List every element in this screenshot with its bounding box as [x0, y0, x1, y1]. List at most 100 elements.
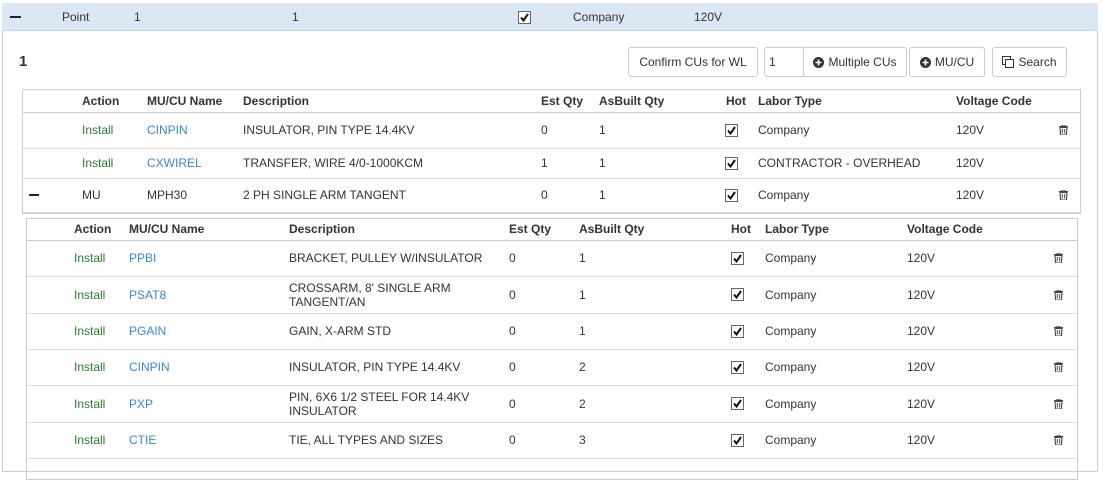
cu-link[interactable]: CINPIN [147, 123, 188, 137]
point-col2: 1 [292, 9, 299, 24]
hot-checkbox[interactable] [725, 148, 738, 178]
delete-button[interactable] [1054, 422, 1063, 458]
point-type: Point [62, 9, 90, 24]
column-header: Description [243, 93, 310, 108]
description: GAIN, X-ARM STD [289, 324, 392, 338]
voltage-code: 120V [907, 433, 936, 447]
est-qty: 0 [509, 324, 516, 338]
cu-link[interactable]: CTIE [129, 433, 157, 447]
column-header: Est Qty [509, 222, 552, 236]
asbuilt-qty: 2 [579, 360, 586, 374]
labor-type: Company [758, 188, 810, 202]
action: Install [74, 433, 106, 447]
row-divider [23, 212, 1080, 213]
description: BRACKET, PULLEY W/INSULATOR [289, 251, 483, 265]
trash-icon [1054, 435, 1063, 445]
est-qty: 0 [509, 433, 516, 447]
multiple-cus-button[interactable]: Multiple CUs [803, 47, 907, 77]
trash-icon [1054, 326, 1063, 336]
delete-button[interactable] [1059, 112, 1068, 148]
delete-button[interactable] [1054, 313, 1063, 349]
quantity-input[interactable]: 1 [764, 47, 804, 77]
hot-checkbox[interactable] [731, 422, 744, 458]
hot-checkbox[interactable] [725, 112, 738, 148]
row-divider [27, 349, 1077, 350]
delete-button[interactable] [1059, 178, 1068, 212]
est-qty: 1 [541, 156, 548, 170]
labor-type: Company [765, 287, 817, 302]
column-header: Voltage Code [907, 222, 983, 236]
asbuilt-qty: 3 [579, 433, 586, 447]
asbuilt-qty: 1 [599, 188, 606, 202]
trash-icon [1054, 253, 1063, 263]
asbuilt-qty: 1 [579, 251, 586, 265]
hot-checkbox[interactable] [731, 349, 744, 385]
check-icon [725, 188, 738, 202]
trash-icon [1059, 190, 1068, 200]
voltage-code: 120V [956, 156, 985, 170]
row-divider [27, 313, 1077, 314]
delete-button[interactable] [1054, 276, 1063, 313]
cu-link[interactable]: CINPIN [129, 360, 170, 374]
delete-button[interactable] [1054, 385, 1063, 422]
action: Install [74, 287, 106, 302]
cu-link[interactable]: PSAT8 [129, 287, 167, 302]
est-qty: 0 [509, 396, 516, 411]
cu-link[interactable]: PXP [129, 396, 154, 411]
hot-checkbox[interactable] [731, 240, 744, 276]
column-header: MU/CU Name [129, 222, 205, 236]
check-icon [731, 251, 744, 265]
hot-checkbox[interactable] [731, 276, 744, 313]
cu-link[interactable]: CXWIREL [147, 156, 202, 170]
collapse-toggle[interactable] [10, 16, 21, 18]
hot-checkbox[interactable] [731, 385, 744, 422]
description: INSULATOR, PIN TYPE 14.4KV [243, 123, 415, 137]
check-icon [731, 433, 744, 447]
voltage-code: 120V [956, 188, 985, 202]
check-icon [725, 156, 738, 170]
cu-link[interactable]: PGAIN [129, 324, 167, 338]
search-button[interactable]: Search [992, 47, 1067, 77]
column-header: Est Qty [541, 93, 584, 108]
mucu-button[interactable]: MU/CU [909, 47, 985, 77]
action: Install [74, 360, 106, 374]
button-label: MU/CU [934, 55, 975, 69]
column-header: Labor Type [765, 222, 829, 236]
asbuilt-qty: 2 [579, 396, 586, 411]
header-divider [23, 112, 1080, 113]
cu-link[interactable]: PPBI [129, 251, 157, 265]
mu-name: MPH30 [147, 188, 188, 202]
column-header: Action [74, 222, 112, 236]
point-labor-type: Company [573, 9, 625, 24]
delete-button[interactable] [1054, 240, 1063, 276]
trash-icon [1054, 398, 1063, 409]
column-header: Hot [731, 222, 751, 236]
est-qty: 0 [509, 251, 516, 265]
button-label: Search [1018, 55, 1057, 69]
confirm-button[interactable]: Confirm CUs for WL [628, 47, 758, 77]
column-header: Hot [726, 93, 746, 108]
column-header: Voltage Code [956, 93, 1032, 108]
button-label: Multiple CUs [828, 55, 897, 69]
expand-toggle[interactable] [29, 194, 39, 196]
hot-checkbox[interactable] [725, 178, 738, 212]
trash-icon [1054, 289, 1063, 300]
row-divider [27, 276, 1077, 277]
button-label: Confirm CUs for WL [639, 55, 747, 69]
action: MU [82, 188, 101, 202]
row-divider [23, 178, 1080, 179]
hot-checkbox[interactable] [731, 313, 744, 349]
hot-checkbox[interactable] [518, 11, 531, 24]
labor-type: CONTRACTOR - OVERHEAD [758, 156, 921, 170]
labor-type: Company [758, 123, 810, 137]
column-header: Labor Type [758, 93, 822, 108]
check-icon [731, 324, 744, 338]
asbuilt-qty: 1 [579, 324, 586, 338]
est-qty: 0 [541, 188, 548, 202]
column-header: Description [289, 222, 356, 236]
column-header: AsBuilt Qty [579, 222, 645, 236]
asbuilt-qty: 1 [599, 156, 606, 170]
input-value: 1 [769, 55, 776, 69]
delete-button[interactable] [1054, 349, 1063, 385]
plus-icon [813, 56, 825, 68]
